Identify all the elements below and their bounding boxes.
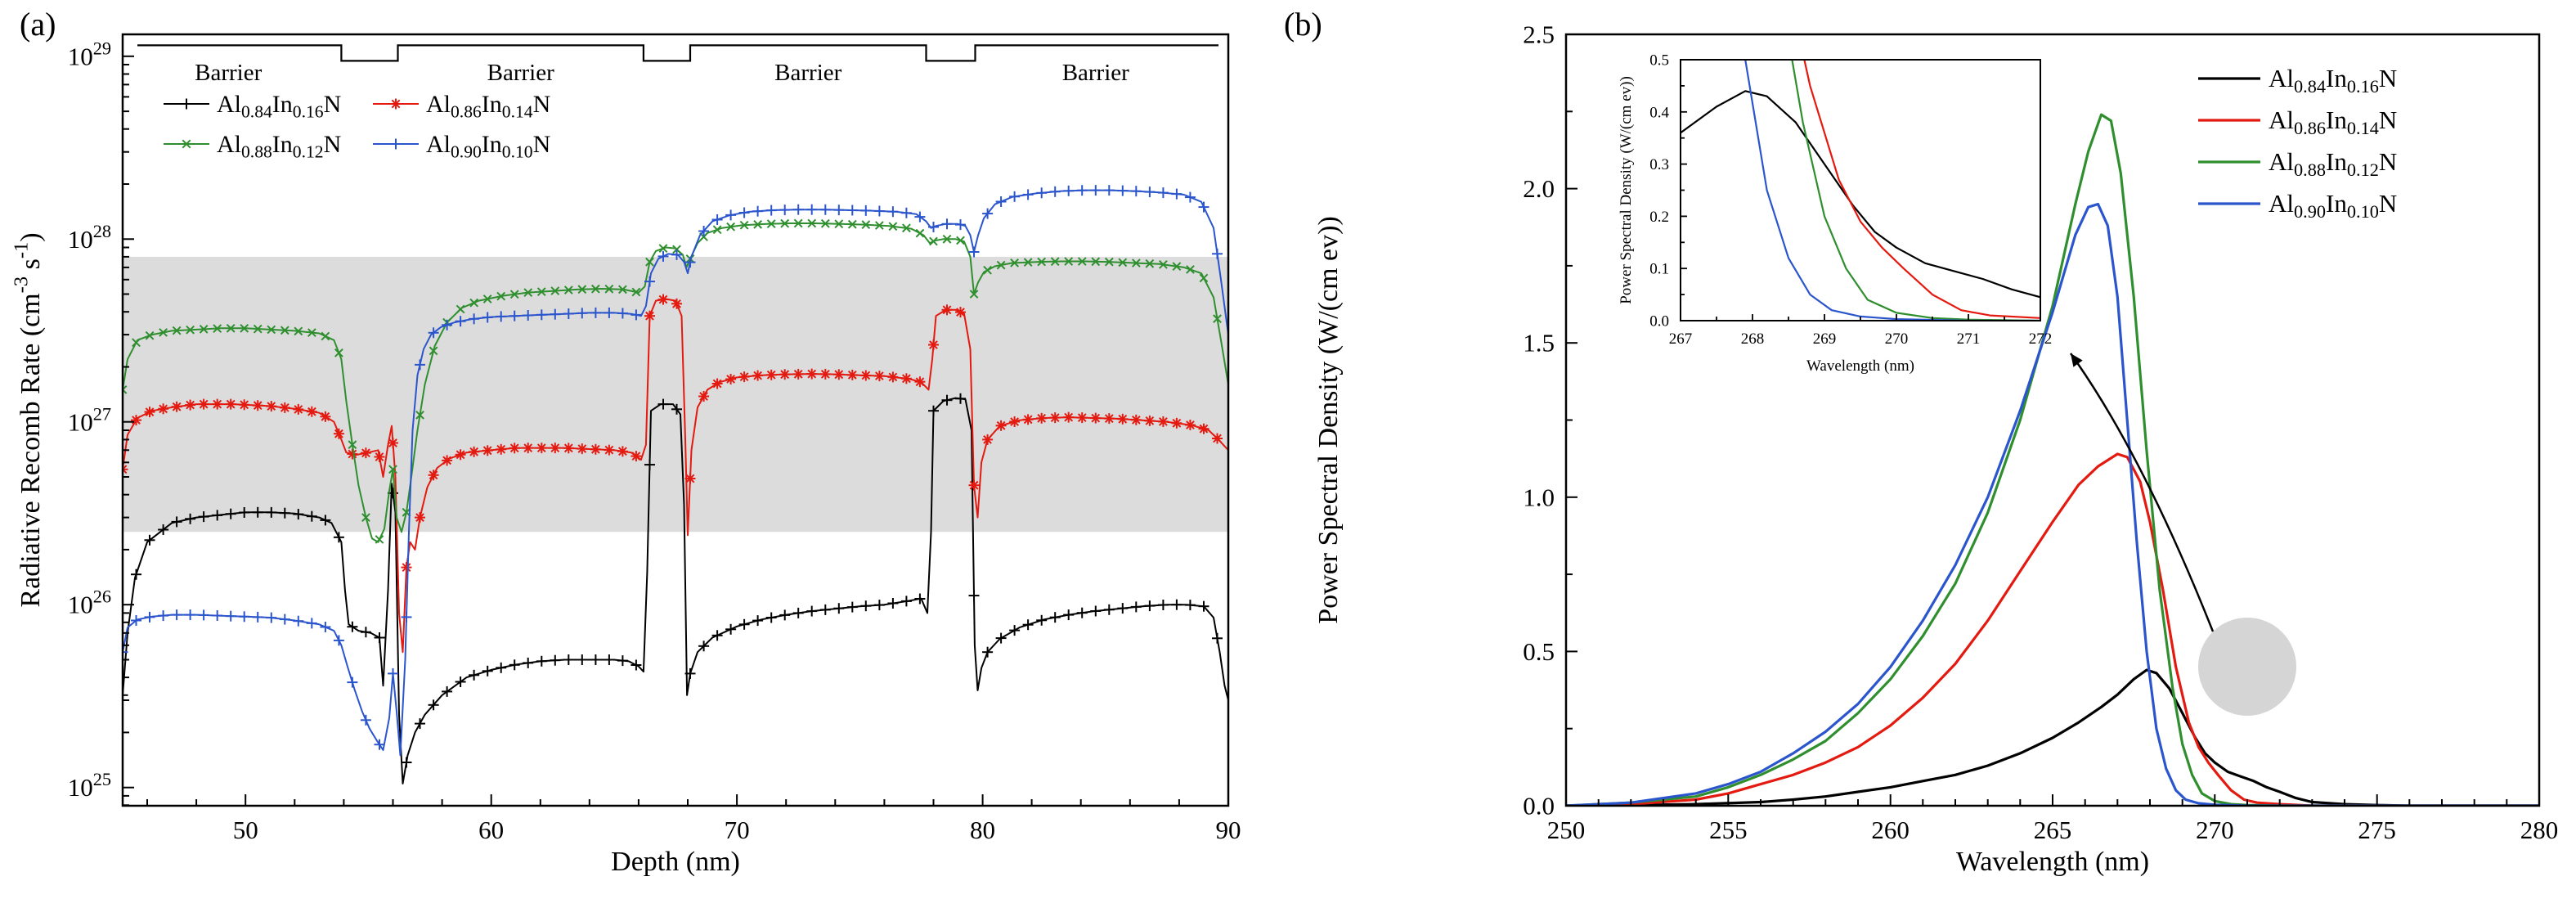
y-tick-label: 1027 [68,403,111,436]
legend: Al0.84In0.16N Al0.86In0.14N Al0.88In0.12N A… [2198,64,2397,222]
inset-arrow [2069,353,2215,632]
panel-a: (a) Barrier Barrier Barrier Barrier 50 60 70 80… [0,0,1276,899]
panel-b: (b) 250 255 260 265 270 275 280 0.0 0.5 1.0 1.5 2.0… [1276,0,2576,899]
legend-label: Al0.88In0.12N [217,131,341,162]
x-tick-label: 70 [725,816,750,844]
x-tick-label: 269 [1813,330,1837,348]
legend-label: Al0.88In0.12N [2269,147,2397,180]
inset-chart: 267 268 269 270 271 272 0.0 0.1 0.2 0.3 0.4 0.5 Wave… [1618,52,2053,375]
legend-item: Al0.84In0.16N [164,91,341,122]
series-line-Al088In012N [1791,60,2040,321]
x-tick-label: 272 [2029,330,2053,348]
y-tick-label: 0.2 [1649,209,1669,226]
y-tick-label: 0.0 [1523,792,1555,820]
x-axis-title: Wavelength (nm) [1806,357,1914,375]
series-markers-Al090In010N [123,185,1223,750]
x-tick-label: 50 [233,816,258,844]
y-axis-title: Radiative Recomb Rate (cm-3 s-1) [11,232,46,607]
barrier-outline [137,44,1218,62]
x-tick-label: 90 [1216,816,1241,844]
legend-label: Al0.86In0.14N [2269,106,2397,138]
panel-b-label: (b) [1284,6,1322,43]
y-tick-label: 0.5 [1649,52,1669,69]
x-tick-label: 280 [2520,816,2559,844]
y-tick-label: 0.3 [1649,156,1669,173]
legend-item: Al0.88In0.12N [2198,147,2397,180]
series-line-Al090In010N [123,189,1228,757]
axis-ticks [1680,59,2041,321]
y-tick-label: 1.0 [1523,483,1555,511]
y-axis-title: Power Spectral Density (W/(cm ev)) [1313,216,1344,624]
shaded-band [123,256,1228,533]
x-tick-label: 255 [1709,816,1748,844]
axis-ticks [123,55,1229,807]
y-tick-label: 2.5 [1523,20,1555,49]
inset-background [1681,60,2040,321]
series-line-Al086In014N [1566,452,2539,806]
series-group [1566,113,2539,806]
legend-item: Al0.90In0.10N [2198,189,2397,222]
x-tick-label: 275 [2358,816,2396,844]
series-line-Al088In012N [1566,113,2539,806]
y-tick-label: 0.5 [1523,637,1555,666]
x-tick-label: 265 [2034,816,2072,844]
x-tick-label: 270 [1885,330,1909,348]
panel-a-chart: Barrier Barrier Barrier Barrier 50 60 70 80 90 10… [11,33,1241,877]
y-tick-label: 1029 [68,38,111,70]
x-tick-label: 250 [1547,816,1586,844]
series-line-Al090In010N [1566,202,2539,806]
legend-label: Al0.90In0.10N [2269,189,2397,222]
plot-frame [121,33,1230,807]
axis-ticks [1565,34,2540,807]
x-tick-label: 267 [1669,330,1693,348]
barrier-label: Barrier [487,60,554,86]
series-markers-Al086In014N [123,294,1223,573]
x-tick-label: 270 [2196,816,2234,844]
barrier-label: Barrier [1062,60,1129,86]
y-tick-label: 1.5 [1523,329,1555,357]
x-tick-label: 268 [1741,330,1765,348]
y-tick-label: 2.0 [1523,174,1555,203]
y-axis-title: Power Spectral Density (W/(cm ev)) [1618,76,1635,304]
y-tick-label: 1028 [68,221,111,254]
y-tick-label: 1026 [68,587,111,619]
series-markers-Al084In016N [123,393,1223,768]
series-group [1681,60,2040,321]
legend-item: Al0.86In0.14N [2198,106,2397,138]
series-group [123,185,1228,784]
x-tick-label: 260 [1871,816,1910,844]
x-axis-title: Wavelength (nm) [1956,847,2149,877]
series-line-Al086In014N [1803,60,2040,319]
y-tick-label: 0.1 [1649,261,1669,278]
legend-item: Al0.90In0.10N [373,131,550,162]
x-tick-label: 271 [1957,330,1981,348]
legend: Al0.84In0.16N Al0.86In0.14N Al0.88In0.12N A… [164,91,550,162]
inset-arrow-head [2071,353,2083,367]
highlight-circle [2198,618,2296,716]
legend-item: Al0.88In0.12N [164,131,341,162]
x-tick-label: 60 [478,816,504,844]
panel-a-label: (a) [20,6,56,43]
x-axis-title: Depth (nm) [611,847,740,877]
barrier-label: Barrier [195,60,262,86]
series-line-Al090In010N [1744,60,2040,321]
legend-item: Al0.84In0.16N [2198,64,2397,97]
series-line-Al084In016N [1566,668,2539,806]
y-tick-label: 0.4 [1649,104,1669,121]
legend-label: Al0.86In0.14N [426,91,550,122]
x-tick-label: 80 [970,816,995,844]
legend-item: Al0.86In0.14N [373,91,550,122]
legend-label: Al0.84In0.16N [2269,64,2397,97]
legend-label: Al0.84In0.16N [217,91,341,122]
series-line-Al084In016N [1681,90,2040,299]
panel-b-chart: 250 255 260 265 270 275 280 0.0 0.5 1.0 1.5 2.0 2.5 W… [1313,20,2559,877]
legend-label: Al0.90In0.10N [426,131,550,162]
barrier-label: Barrier [774,60,841,86]
y-tick-label: 1025 [68,769,111,802]
y-tick-label: 0.0 [1649,312,1669,330]
